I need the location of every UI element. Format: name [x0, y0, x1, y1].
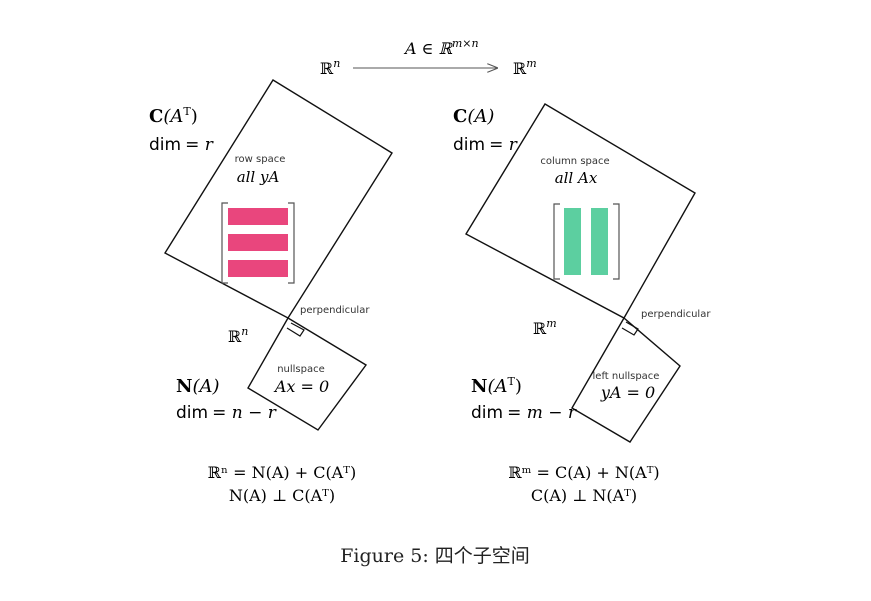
column-space-name: C(A): [453, 106, 494, 127]
row-space-title: row space: [235, 154, 286, 165]
col-matrix-left-bracket: [553, 203, 560, 280]
left-perp-equation: N(A) ⊥ C(Aᵀ): [229, 486, 335, 505]
row-space-dim: dim = r: [149, 135, 214, 155]
column-bar-1: [564, 208, 581, 275]
row-bars-group: [228, 208, 288, 277]
right-perp-equation: C(A) ⊥ N(Aᵀ): [531, 486, 637, 505]
row-space-content: all yA: [237, 168, 280, 186]
left-sum-equation: ℝⁿ = N(A) + C(Aᵀ): [208, 463, 356, 482]
nullspace-name: N(A): [176, 376, 220, 397]
figure-caption: Figure 5: 四个子空间: [340, 545, 530, 567]
left-perpendicular-label: perpendicular: [300, 305, 370, 316]
nullspace-dim: dim = n − r: [176, 403, 277, 423]
matrix-label: A ∈ ℝm×n: [403, 37, 479, 58]
column-space-dim: dim = r: [453, 135, 518, 155]
left-nullspace-dim: dim = m − r: [471, 403, 577, 423]
left-nullspace-equation: yA = 0: [600, 383, 655, 402]
column-space-title: column space: [540, 156, 609, 167]
left-nullspace-box: [571, 316, 681, 443]
row-space-name: C(AT): [149, 105, 198, 127]
row-matrix-right-bracket: [288, 202, 295, 284]
right-sum-equation: ℝᵐ = C(A) + N(Aᵀ): [508, 463, 659, 482]
column-bar-2: [591, 208, 608, 275]
column-space-content: all Ax: [555, 169, 598, 187]
right-perpendicular-label: perpendicular: [641, 309, 711, 320]
row-space-box: [164, 79, 393, 319]
left-nullspace-name: N(AT): [471, 375, 522, 397]
left-space-label: ℝn: [228, 325, 248, 346]
nullspace-title: nullspace: [277, 364, 325, 375]
domain-space-label: ℝn: [320, 57, 340, 78]
nullspace-box: [247, 317, 368, 431]
row-bar-1: [228, 208, 288, 225]
nullspace-equation: Ax = 0: [273, 377, 329, 396]
left-nullspace-title: left nullspace: [593, 371, 660, 382]
right-angle-marker-right: [621, 321, 639, 336]
row-bar-2: [228, 234, 288, 251]
row-bar-3: [228, 260, 288, 277]
col-matrix-right-bracket: [613, 203, 620, 280]
codomain-space-label: ℝm: [513, 57, 537, 78]
right-angle-marker: [286, 322, 305, 337]
right-space-label: ℝm: [533, 317, 557, 338]
row-matrix-left-bracket: [221, 202, 228, 284]
column-bars-group: [564, 208, 608, 275]
